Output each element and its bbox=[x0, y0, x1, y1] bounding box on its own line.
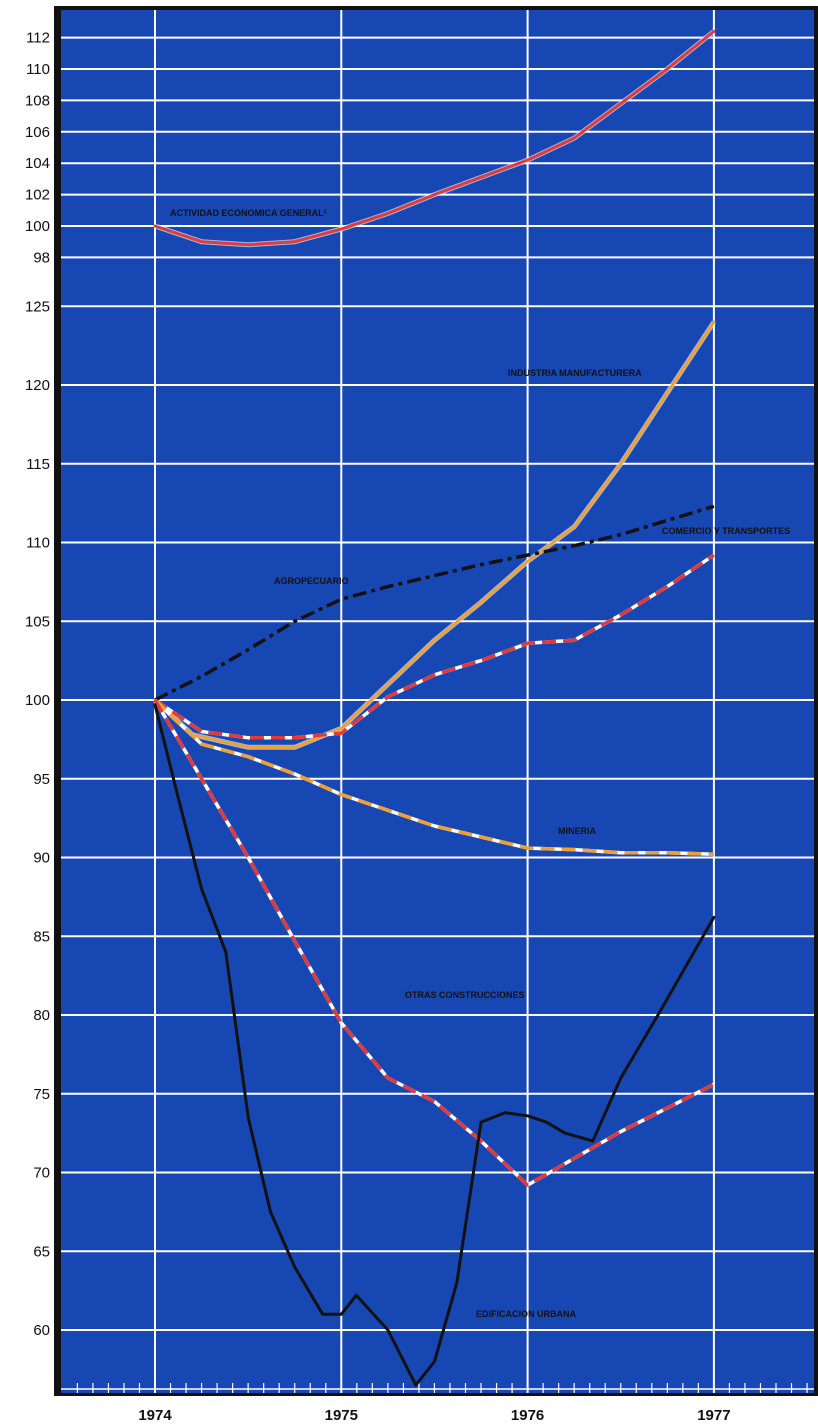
y-tick-label-top-112: 112 bbox=[26, 30, 50, 47]
y-tick-label-top-106: 106 bbox=[25, 124, 50, 141]
bottom-agropecuario-line bbox=[154, 504, 715, 702]
x-tick-label-1974: 1974 bbox=[138, 1407, 172, 1424]
y-tick-label-bottom-120: 120 bbox=[25, 377, 50, 394]
y-tick-label-bottom-125: 125 bbox=[25, 298, 50, 315]
tick-labels: 98 100 102 104 106 108 110 112 60 65 70 75 80 85 90 95 1… bbox=[25, 30, 731, 1424]
series-label-actividad-economica-general: ACTIVIDAD ECONOMICA GENERAL¹ bbox=[170, 208, 327, 218]
top-actividad-economica-general-line bbox=[153, 29, 716, 247]
bottom-otras-construcciones-series bbox=[153, 699, 715, 1187]
y-tick-label-top-100: 100 bbox=[25, 218, 50, 235]
y-tick-label-bottom-60: 60 bbox=[33, 1322, 50, 1339]
y-tick-label-bottom-100: 100 bbox=[25, 692, 50, 709]
y-tick-label-bottom-115: 115 bbox=[26, 456, 50, 473]
y-tick-label-bottom-65: 65 bbox=[33, 1243, 50, 1260]
y-tick-label-bottom-80: 80 bbox=[33, 1007, 50, 1024]
y-tick-label-top-104: 104 bbox=[25, 155, 50, 172]
plot-background bbox=[61, 10, 814, 1393]
bottom-industria-manufacturera-series bbox=[153, 320, 716, 750]
bottom-edificacion-urbana-line bbox=[153, 703, 716, 1387]
data-series bbox=[153, 29, 716, 1387]
bottom-otras-construcciones-line bbox=[153, 699, 715, 1187]
series-label-mineria: MINERIA bbox=[558, 826, 597, 836]
y-tick-label-bottom-85: 85 bbox=[33, 928, 50, 945]
bottom-comercio-y-transportes-line bbox=[154, 553, 715, 740]
x-tick-label-1976: 1976 bbox=[511, 1407, 544, 1424]
y-tick-label-top-102: 102 bbox=[25, 187, 50, 204]
bottom-agropecuario-series bbox=[154, 504, 715, 702]
y-tick-label-bottom-110: 110 bbox=[26, 535, 50, 552]
series-label-otras-construcciones: OTRAS CONSTRUCCIONES bbox=[405, 990, 525, 1000]
top-actividad-economica-general-series bbox=[153, 29, 716, 248]
bottom-mineria-line bbox=[153, 698, 714, 857]
y-tick-label-bottom-70: 70 bbox=[33, 1165, 50, 1182]
x-tick-label-1977: 1977 bbox=[697, 1407, 730, 1424]
series-label-comercio-y-transportes: COMERCIO Y TRANSPORTES bbox=[662, 526, 790, 536]
y-tick-label-bottom-105: 105 bbox=[25, 613, 50, 630]
x-tick-label-1975: 1975 bbox=[325, 1407, 358, 1424]
series-label-edificacion-urbana: EDIFICACION URBANA bbox=[476, 1309, 576, 1319]
bottom-mineria-series bbox=[153, 698, 714, 857]
y-tick-label-bottom-95: 95 bbox=[33, 771, 50, 788]
series-label-industria-manufacturera: INDUSTRIA MANUFACTURERA bbox=[508, 368, 642, 378]
bottom-edificacion-urbana-series bbox=[153, 703, 716, 1387]
bottom-industria-manufacturera-line bbox=[153, 320, 716, 749]
series-label-agropecuario: AGROPECUARIO bbox=[274, 576, 349, 586]
series-labels: ACTIVIDAD ECONOMICA GENERAL¹ INDUSTRIA MA… bbox=[170, 208, 790, 1319]
y-tick-label-bottom-75: 75 bbox=[33, 1086, 50, 1103]
axis-ticks bbox=[61, 1383, 814, 1393]
y-tick-label-top-110: 110 bbox=[26, 61, 50, 78]
y-tick-label-top-98: 98 bbox=[33, 249, 50, 266]
y-tick-label-bottom-90: 90 bbox=[33, 850, 50, 867]
y-tick-label-top-108: 108 bbox=[25, 92, 50, 109]
bottom-comercio-y-transportes-series bbox=[154, 553, 715, 740]
